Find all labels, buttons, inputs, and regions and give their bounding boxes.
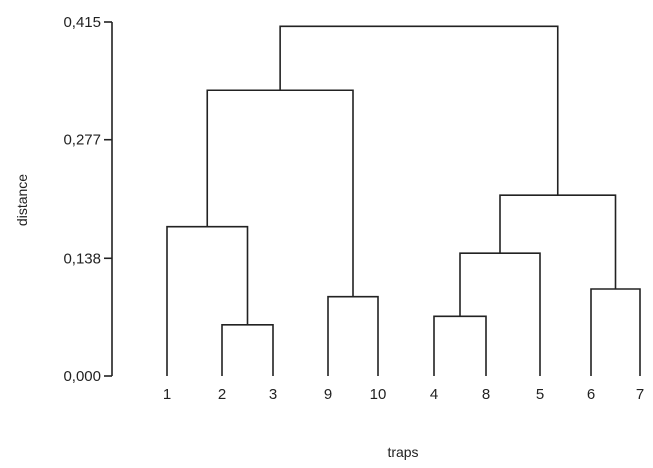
leaf-label: 3 [269,386,277,403]
x-axis-title: traps [387,444,418,460]
leaf-label: 1 [163,386,171,403]
dendrogram-link [327,295,379,376]
leaf-label: 10 [370,386,387,403]
leaf-labels: 1 2 3 9 10 4 8 5 6 7 [163,386,644,403]
dendrogram-link [166,225,249,376]
y-tick-label: 0,138 [63,250,101,267]
leaf-label: 4 [430,386,438,403]
dendrogram-link [433,315,487,376]
dendrogram-links [166,25,641,376]
y-axis-title: distance [14,174,30,226]
dendrogram-link [459,252,541,376]
leaf-label: 9 [324,386,332,403]
leaf-label: 2 [218,386,226,403]
dendrogram-link [590,288,641,376]
dendrogram-link [279,25,559,196]
leaf-label: 5 [536,386,544,403]
dendrogram-link [206,89,354,297]
leaf-label: 8 [482,386,490,403]
y-axis-ticks: 0,000 0,138 0,277 0,415 [63,14,112,385]
leaf-label: 7 [636,386,644,403]
y-tick-label: 0,415 [63,14,101,31]
leaf-label: 6 [587,386,595,403]
y-tick-label: 0,000 [63,368,101,385]
dendrogram-link [221,324,274,376]
dendrogram-link [499,194,617,289]
y-tick-label: 0,277 [63,132,101,149]
